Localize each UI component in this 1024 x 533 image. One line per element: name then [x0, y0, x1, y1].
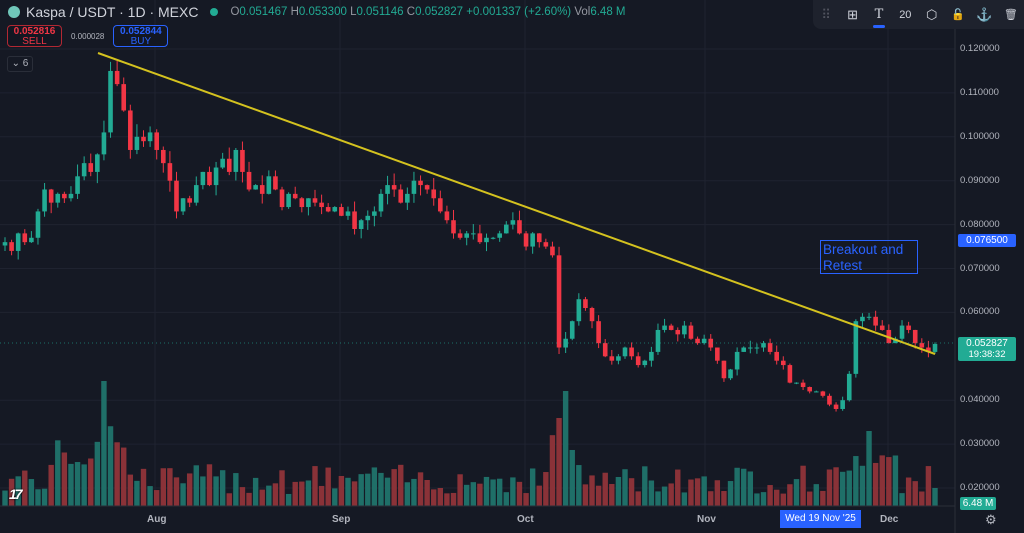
highlight-price-label: 0.076500	[958, 234, 1016, 247]
high-value: 0.053300	[298, 6, 347, 18]
volume-value: 6.48 M	[590, 6, 626, 18]
trendline[interactable]	[97, 52, 936, 355]
indicators-collapse-button[interactable]: ⌄ 6	[7, 56, 33, 72]
symbol-header: Kaspa / USDT · 1D · MEXC O0.051467 H0.05…	[8, 4, 626, 20]
text-color-icon[interactable]: T	[866, 7, 892, 28]
price-tick: 0.110000	[960, 86, 999, 98]
kaspa-logo-icon	[8, 6, 20, 18]
breakout-retest-annotation[interactable]: Breakout and Retest	[820, 240, 918, 274]
buy-price: 0.052844	[120, 26, 162, 37]
lock-icon[interactable]: 🔓	[951, 9, 965, 21]
anchor-icon[interactable]: ⚓	[976, 6, 993, 22]
tradingview-logo-icon[interactable]: 17	[9, 486, 23, 502]
open-value: 0.051467	[239, 6, 288, 18]
ohlc-values: O0.051467 H0.053300 L0.051146 C0.052827 …	[230, 6, 625, 18]
low-value: 0.051146	[356, 6, 404, 18]
open-label: O	[230, 6, 240, 18]
template-icon[interactable]: ⊞	[847, 6, 859, 22]
time-tick: Sep	[332, 514, 351, 525]
font-size-button[interactable]: 20	[899, 8, 912, 21]
settings-icon[interactable]: ⬡	[926, 6, 938, 22]
drawing-toolbar: ⠿ ⊞ T 20 ⬡ 🔓 ⚓ 🗑	[813, 0, 1024, 29]
price-tick: 0.020000	[960, 482, 1000, 493]
sell-button[interactable]: 0.052816 SELL	[7, 25, 62, 47]
price-tick: 0.040000	[960, 394, 1000, 406]
sell-label: SELL	[22, 36, 47, 47]
price-tick: 0.030000	[960, 438, 1000, 450]
buy-button[interactable]: 0.052844 BUY	[113, 25, 169, 47]
time-tick: Oct	[517, 514, 534, 525]
indicator-count: 6	[22, 58, 29, 69]
volume-price-label: 6.48 M	[960, 497, 996, 510]
bar-countdown: 19:38:32	[968, 349, 1006, 360]
last-price: 0.052827	[966, 338, 1008, 349]
sell-price: 0.052816	[13, 26, 56, 37]
low-label: L	[350, 6, 357, 18]
close-label: C	[406, 6, 416, 18]
trade-panel: 0.052816 SELL 0.000028 0.052844 BUY	[7, 25, 169, 47]
buy-label: BUY	[130, 36, 152, 47]
price-tick: 0.060000	[960, 306, 1000, 318]
crosshair-date-label: Wed 19 Nov '25	[780, 510, 861, 528]
chart-settings-icon[interactable]: ⚙	[985, 512, 997, 527]
price-tick: 0.120000	[960, 43, 1000, 54]
drag-handle-icon[interactable]: ⠿	[821, 6, 831, 22]
time-tick: Dec	[880, 514, 899, 525]
chevron-down-icon: ⌄	[11, 58, 21, 69]
volume-label: Vol	[574, 6, 591, 18]
close-value: 0.052827	[415, 6, 464, 18]
market-status-icon	[210, 8, 219, 16]
time-tick: Nov	[697, 514, 716, 525]
time-tick: Aug	[147, 514, 167, 525]
price-tick: 0.080000	[960, 218, 1000, 230]
change-value: +0.001337 (+2.60%)	[466, 6, 572, 18]
trash-icon[interactable]: 🗑	[1003, 9, 1018, 21]
high-label: H	[290, 6, 299, 18]
last-price-label: 0.052827 19:38:32	[958, 337, 1016, 361]
price-tick: 0.090000	[960, 174, 1000, 186]
price-tick: 0.070000	[960, 262, 1000, 274]
price-tick: 0.100000	[960, 130, 1000, 142]
symbol-title[interactable]: Kaspa / USDT · 1D · MEXC	[26, 4, 199, 20]
spread-value: 0.000028	[71, 31, 105, 41]
